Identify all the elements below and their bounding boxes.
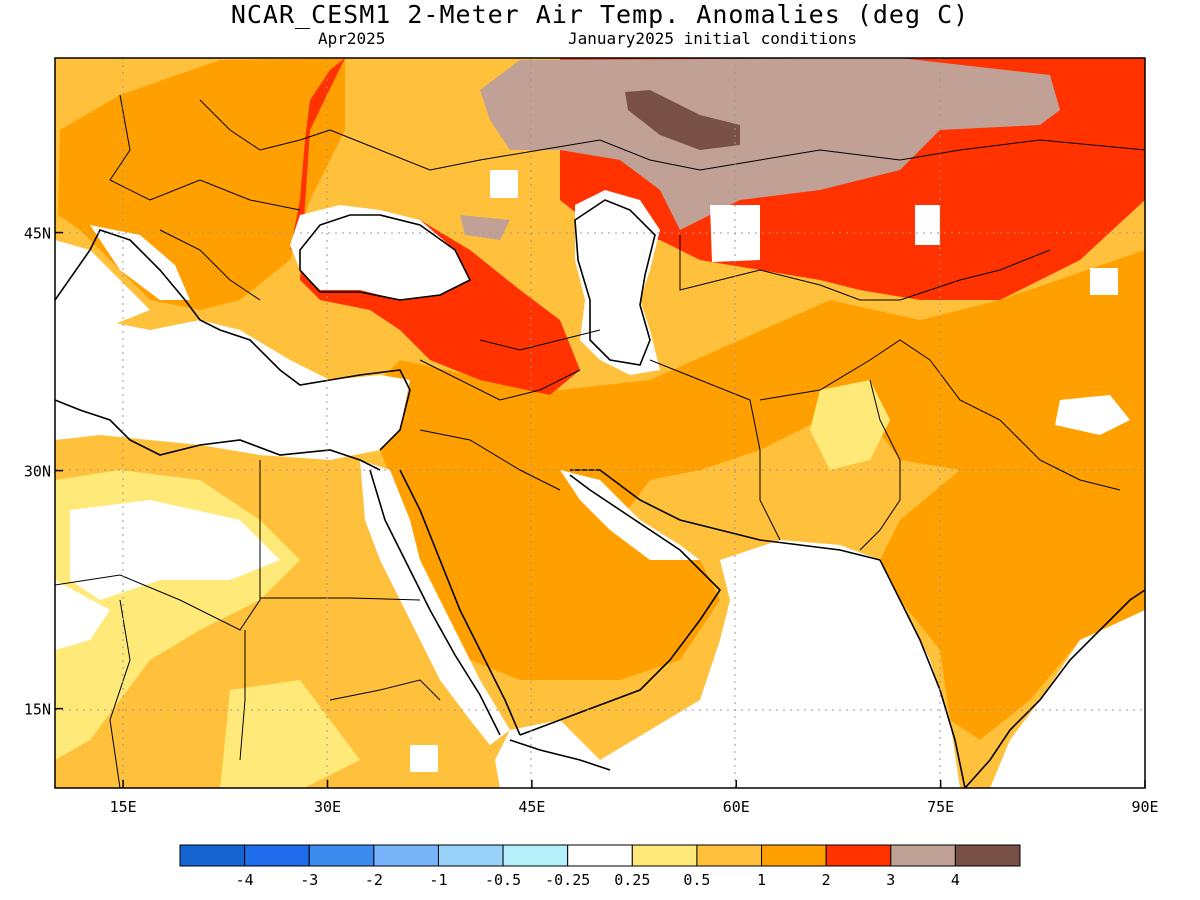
field-asia-orange <box>360 250 1145 680</box>
mask-caspian <box>575 190 660 375</box>
field-brown <box>625 90 740 150</box>
mask-mediterranean <box>55 320 410 460</box>
colorbar-swatch <box>890 844 956 867</box>
mask-adriatic <box>90 225 190 300</box>
coast-india-east <box>964 589 1145 788</box>
colorbar-swatch <box>502 844 569 867</box>
lat-axis: 45N 30N 15N <box>24 225 63 719</box>
mask-small-lake <box>490 170 518 198</box>
border-africa-2 <box>239 630 246 761</box>
coastlines <box>55 199 1145 788</box>
subtitle-month: Apr2025 <box>318 29 386 48</box>
border-afghan-north <box>759 339 931 401</box>
border-europe-1 <box>109 94 301 211</box>
border-caucasus <box>479 329 601 351</box>
border-china-north <box>899 249 1051 301</box>
border-turkey-syria <box>419 359 581 401</box>
field-africa-white <box>70 500 280 600</box>
lon-tick-label: 60E <box>723 798 750 816</box>
coast-black-sea <box>299 214 472 301</box>
border-russia-ukraine <box>329 129 541 171</box>
border-iran-afghan <box>649 359 781 541</box>
colorbar-swatch <box>696 844 763 867</box>
border-ethiopia <box>329 679 441 701</box>
coast-africa-horn <box>509 739 611 771</box>
border-central-asia <box>679 235 900 301</box>
border-himalaya <box>929 359 1121 491</box>
lat-tick-label: 30N <box>24 463 51 481</box>
colorbar-swatch <box>308 844 375 867</box>
mask-bay-bengal <box>990 610 1145 788</box>
mask-gulf-aden <box>495 720 600 788</box>
colorbar-label: -1 <box>429 871 447 889</box>
lon-tick-label: 15E <box>110 798 137 816</box>
border-pakistan-india <box>859 379 901 551</box>
mask-lake-victoria <box>410 745 438 772</box>
country-borders <box>55 94 1145 788</box>
colorbar-label: 4 <box>951 871 960 889</box>
mask-lake-balkhash <box>915 205 940 245</box>
field-rose-small <box>460 215 510 240</box>
coast-red-sea-east <box>399 469 521 736</box>
colorbar-label: -0.5 <box>485 871 521 889</box>
colorbar-label: 3 <box>886 871 895 889</box>
lon-axis: 15E 30E 45E 60E 75E 90E <box>110 780 1159 816</box>
lat-tick-label: 15N <box>24 701 51 719</box>
colorbar-swatch <box>437 844 504 867</box>
mask-arabian-sea <box>600 540 960 788</box>
coast-iran-south <box>570 469 881 561</box>
field-africa-white-south <box>55 580 110 650</box>
colorbar-swatch <box>631 844 698 867</box>
border-balkans <box>159 229 261 301</box>
mask-baikal-area <box>1090 268 1118 295</box>
colorbar-swatch <box>373 844 439 867</box>
border-iraq-saudi <box>419 429 561 491</box>
mask-red-sea <box>360 460 510 745</box>
lon-tick-label: 75E <box>927 798 954 816</box>
border-africa-1 <box>55 460 261 631</box>
border-kazakh-russia <box>539 139 1145 171</box>
field-horn-yellow <box>220 680 360 788</box>
coast-india-west <box>879 559 966 788</box>
border-africa-3 <box>109 599 131 788</box>
field-india-orange <box>880 430 1145 740</box>
lon-tick-label: 90E <box>1131 798 1158 816</box>
colorbar-swatch <box>179 844 246 867</box>
colorbar-label: -0.25 <box>545 871 590 889</box>
colorbar: -4 -3 -2 -1 -0.5 -0.25 0.25 0.5 1 2 3 4 <box>179 844 1021 889</box>
colorbar-swatch <box>244 844 310 867</box>
border-europe-2 <box>199 99 331 151</box>
colorbar-swatch <box>825 844 892 867</box>
colorbar-label: -4 <box>236 871 254 889</box>
coast-africa-north <box>55 399 381 471</box>
colorbar-label: -2 <box>365 871 383 889</box>
lon-tick-label: 45E <box>518 798 545 816</box>
lat-lon-grid <box>55 58 1145 788</box>
coast-caspian <box>574 199 656 366</box>
colorbar-label: -3 <box>300 871 318 889</box>
field-india-white <box>1055 395 1130 435</box>
colorbar-label: 0.5 <box>683 871 710 889</box>
border-egypt-sudan <box>260 597 421 601</box>
coast-arabia-south <box>519 474 722 736</box>
lat-tick-label: 45N <box>24 225 51 243</box>
lon-tick-label: 30E <box>314 798 341 816</box>
colorbar-swatch <box>567 844 633 867</box>
colorbar-swatch <box>761 844 827 867</box>
coast-red-sea-west <box>369 469 501 736</box>
anomaly-fields <box>55 58 1145 788</box>
colorbar-label: 1 <box>757 871 766 889</box>
subtitle-initial-conditions: January2025 initial conditions <box>568 29 857 48</box>
colorbar-label: 0.25 <box>614 871 650 889</box>
map-frame <box>54 57 1146 789</box>
field-india-yellow <box>810 380 890 470</box>
coast-mediterranean-north <box>55 229 411 451</box>
chart-title: NCAR_CESM1 2-Meter Air Temp. Anomalies (… <box>230 0 970 29</box>
colorbar-label: 2 <box>822 871 831 889</box>
colorbar-swatch <box>954 844 1021 867</box>
field-rose <box>480 58 1060 230</box>
mask-west-med <box>55 240 150 330</box>
